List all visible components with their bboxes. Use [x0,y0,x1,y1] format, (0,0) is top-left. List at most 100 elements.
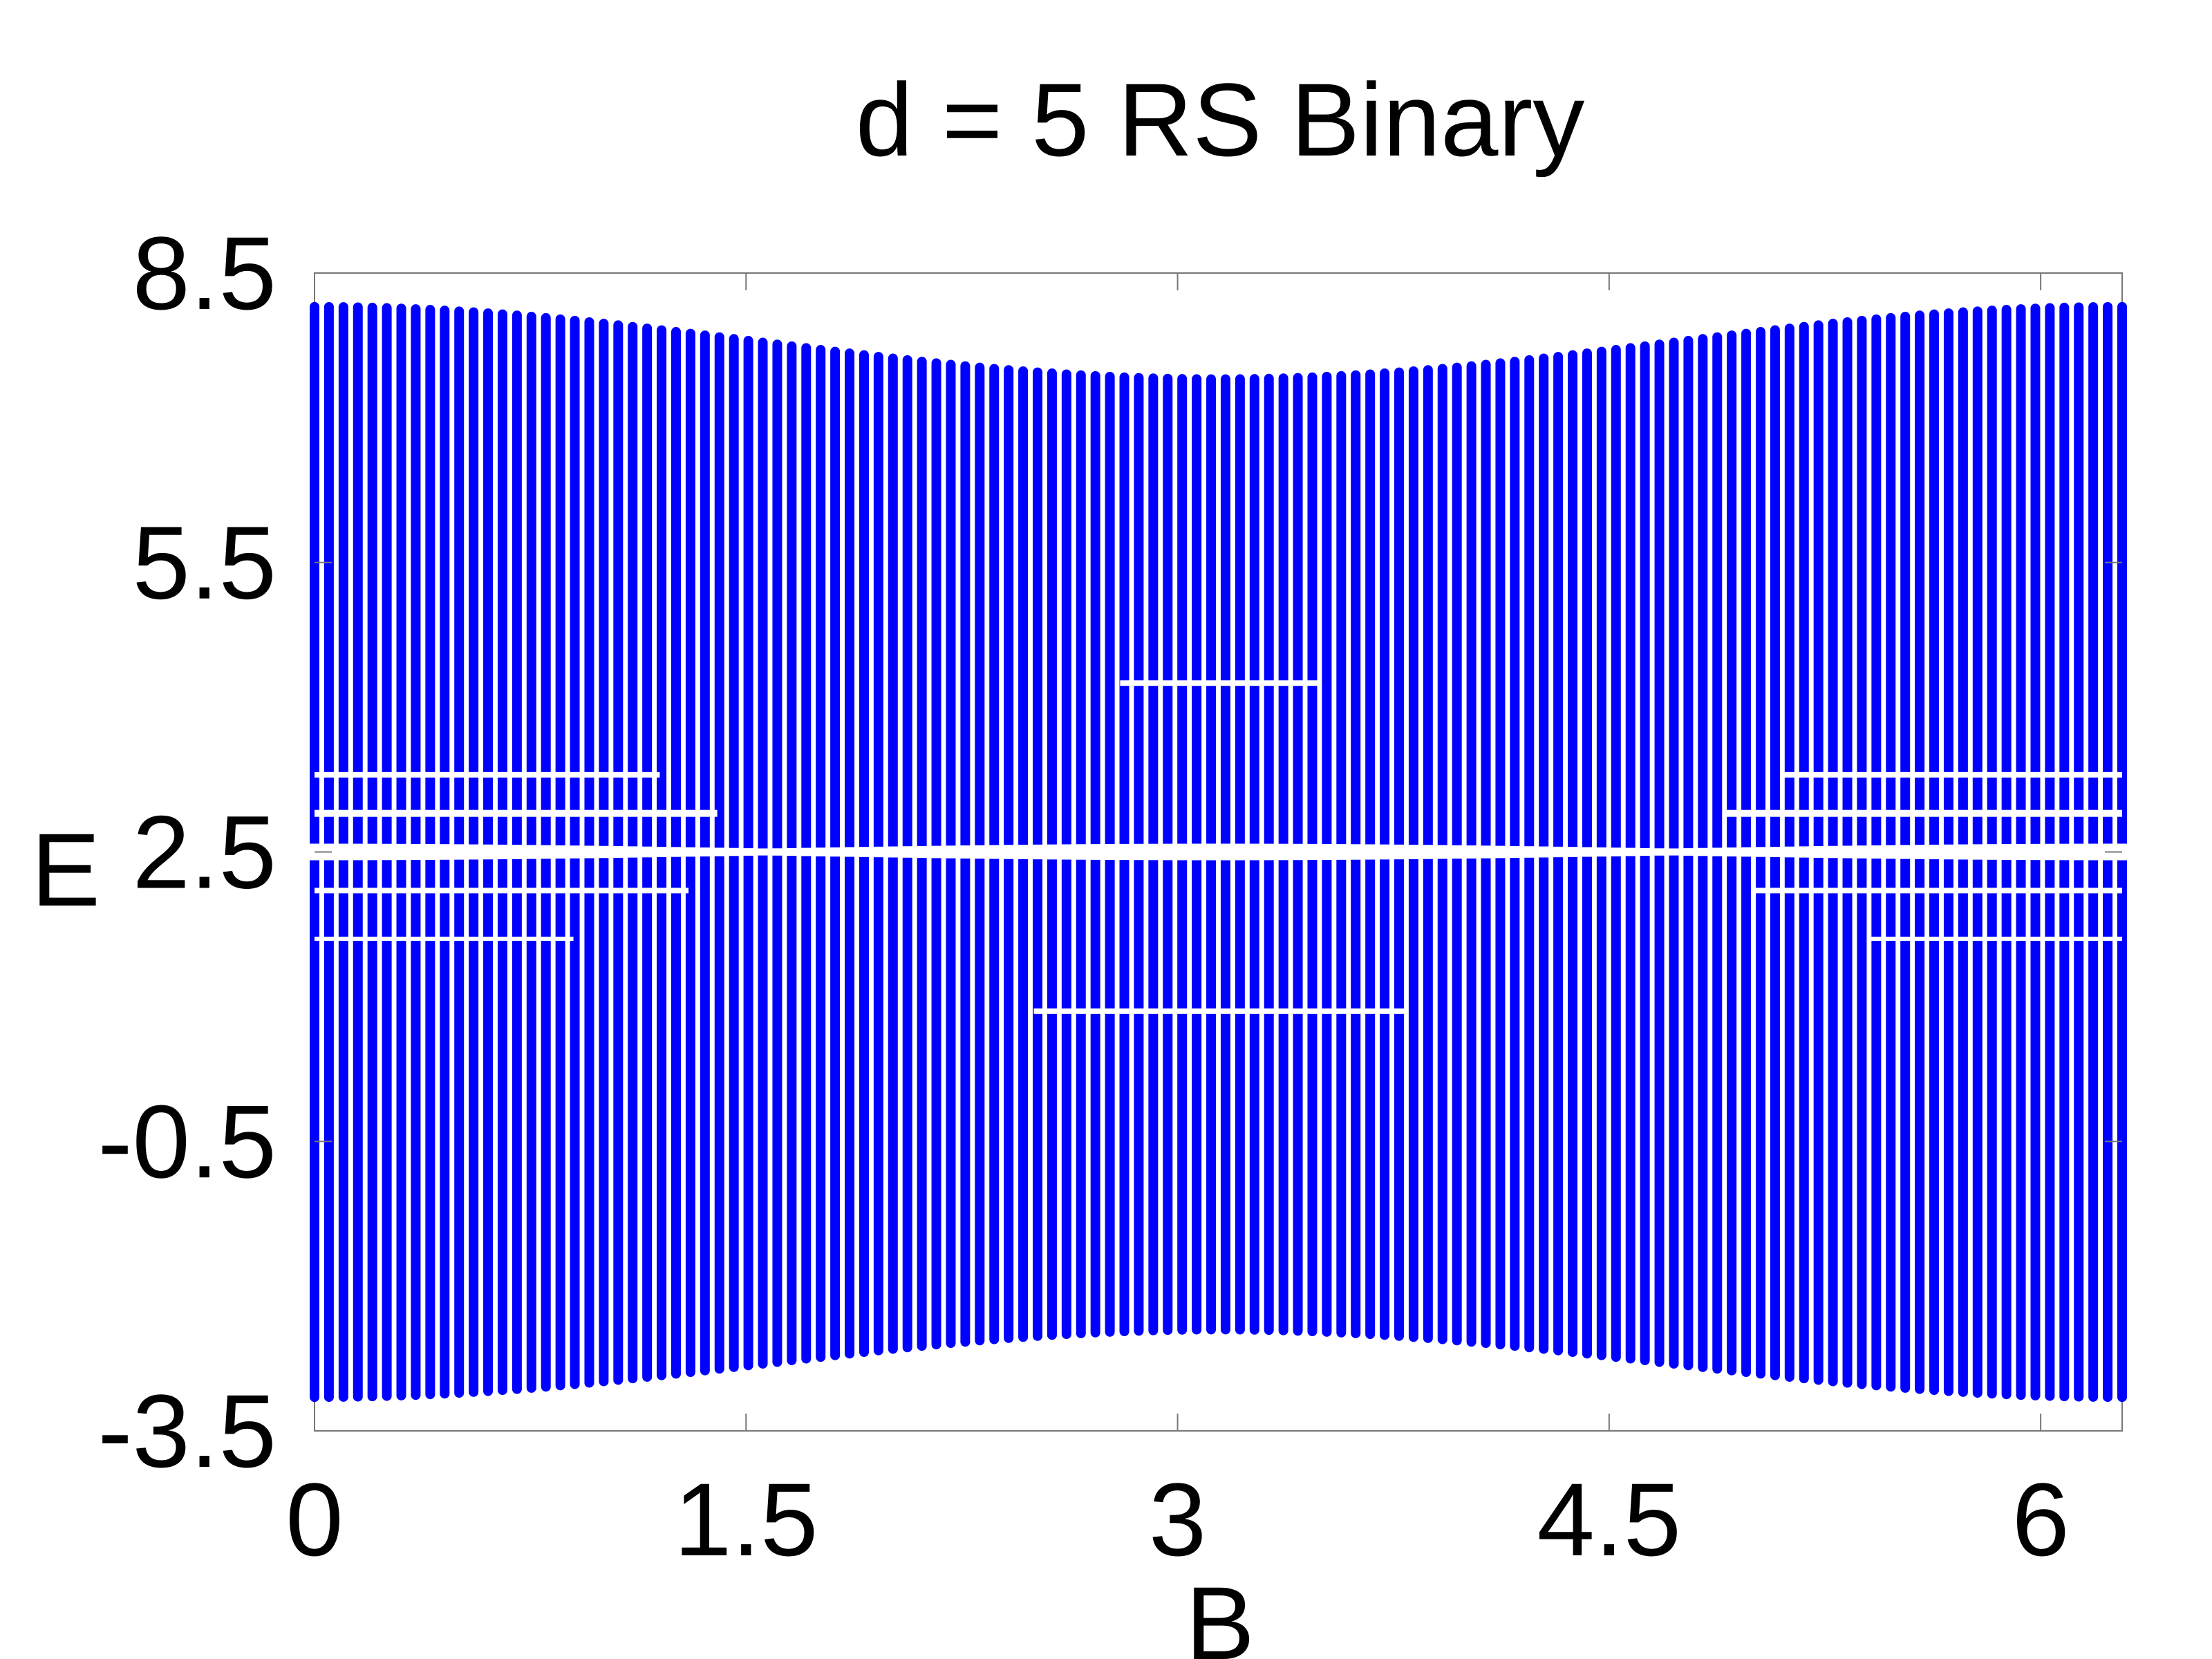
band-gap [568,845,581,859]
band-gap [1580,847,1593,857]
band-gap [1724,809,2122,817]
band-gap [756,848,769,856]
band-gap [930,845,943,859]
x-axis-label: B [1185,1565,1255,1659]
band-gap [1797,846,1810,858]
band-gap [1147,843,1160,861]
band-gap [1899,845,1912,859]
x-tick-label: 6 [2012,1461,2069,1577]
band-gap [1783,846,1796,858]
band-gap [1161,843,1174,861]
band-gap [1291,843,1304,861]
band-gap [315,888,689,894]
band-gap [1508,845,1521,859]
band-gap [1740,847,1753,857]
band-gap [1537,846,1550,858]
band-gap [539,845,552,859]
y-tick-labels: 8.5 5.5 2.5 -0.5 -3.5 [98,215,276,1489]
band-gap [1176,843,1189,861]
band-gap [1884,845,1897,859]
band-gap [1870,845,1883,859]
band-gap [857,847,870,857]
y-tick-label: 8.5 [132,215,276,331]
band-gap [1277,843,1290,861]
y-axis-label: E [31,812,100,928]
band-gap [698,847,711,856]
band-gap [1855,845,1868,859]
band-gap [1045,844,1058,860]
band-gap [1421,845,1434,859]
band-gap [713,847,726,856]
x-tick-label: 3 [1149,1461,1206,1577]
band-gap [1696,847,1709,856]
band-gap [1118,843,1131,861]
band-gap [1985,844,1998,860]
band-gap [1262,843,1275,861]
band-gap [1781,771,2122,778]
band-gap [1479,845,1492,859]
band-gap [1494,845,1507,859]
band-gap [1364,844,1377,860]
band-gap [1942,844,1955,860]
band-gap [1928,844,1941,860]
band-gap [380,843,393,861]
band-gap [1752,888,2122,894]
band-gap [1436,845,1449,859]
band-gap [1378,844,1391,860]
x-tick-label: 1.5 [674,1461,818,1577]
band-gap [742,848,755,856]
band-gap [959,845,972,859]
band-gap [1393,844,1405,860]
band-gap [901,846,914,858]
band-gap [496,844,509,860]
band-gap [670,847,682,857]
band-gap [2087,843,2100,861]
band-gap [1219,843,1232,861]
band-gap [1465,845,1478,859]
band-gap [1768,847,1781,857]
band-gap [1033,1008,1408,1014]
data-columns [310,301,2127,1403]
band-gap [655,847,668,857]
band-gap [525,845,538,859]
band-gaps [308,680,2128,1014]
band-gap [727,847,740,856]
band-gap [800,847,813,856]
band-gap [843,847,856,857]
band-gap [482,844,495,860]
band-gap [2000,844,2013,860]
band-gap [1407,845,1420,859]
band-gap [944,845,957,859]
band-gap [583,845,596,859]
band-gap [1306,843,1319,861]
band-gap [1205,843,1218,861]
band-gap [785,847,798,856]
x-tick-label: 4.5 [1537,1461,1682,1577]
band-gap [1826,845,1839,859]
band-gap [1812,846,1825,858]
band-gap [1060,844,1073,860]
band-gap [395,843,408,861]
band-gap [684,847,697,857]
band-gap [1552,846,1565,858]
band-gap [315,937,574,941]
band-gap [1002,845,1015,859]
band-gap [1017,845,1030,859]
band-gap [2058,843,2071,861]
band-gap [1754,847,1767,857]
band-gap [1132,843,1145,861]
y-tick-label: 2.5 [132,794,276,910]
band-gap [2029,843,2042,861]
band-gap [315,809,718,817]
band-gap [351,843,364,861]
band-gap [1868,937,2122,941]
y-tick-label: -3.5 [98,1373,276,1489]
band-gap [1667,848,1680,856]
y-tick-label: -0.5 [98,1083,276,1199]
axis-ticks [314,272,2122,1432]
band-gap [1248,843,1261,861]
band-gap [467,844,480,860]
band-gap [1624,847,1637,856]
band-gap [886,846,899,858]
